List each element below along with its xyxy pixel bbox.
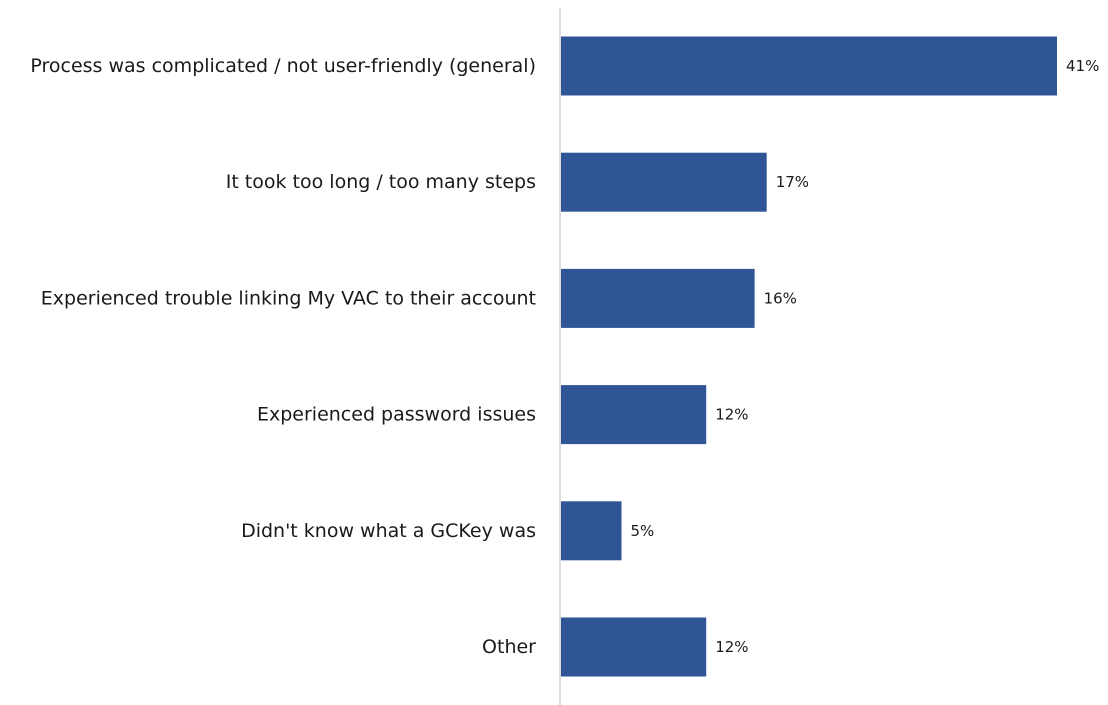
- category-label-1: Process was complicated / not user-frien…: [30, 55, 536, 77]
- bars-layer: [561, 36, 1057, 677]
- value-label-5: 5%: [631, 522, 655, 540]
- bar-2: [561, 152, 767, 212]
- value-label-3: 16%: [764, 289, 797, 307]
- labels-layer: Process was complicated / not user-frien…: [30, 55, 1099, 658]
- category-label-3: Experienced trouble linking My VAC to th…: [41, 287, 536, 309]
- category-label-2: It took too long / too many steps: [226, 171, 536, 193]
- bar-4: [561, 385, 707, 445]
- category-label-5: Didn't know what a GCKey was: [241, 520, 536, 542]
- category-label-4: Experienced password issues: [257, 404, 536, 426]
- bar-6: [561, 617, 707, 677]
- value-label-4: 12%: [715, 406, 748, 424]
- value-label-1: 41%: [1066, 57, 1099, 75]
- value-label-6: 12%: [715, 638, 748, 656]
- bar-1: [561, 36, 1057, 96]
- value-label-2: 17%: [776, 173, 809, 191]
- bar-3: [561, 268, 755, 328]
- bar-5: [561, 501, 622, 561]
- category-label-6: Other: [482, 636, 536, 658]
